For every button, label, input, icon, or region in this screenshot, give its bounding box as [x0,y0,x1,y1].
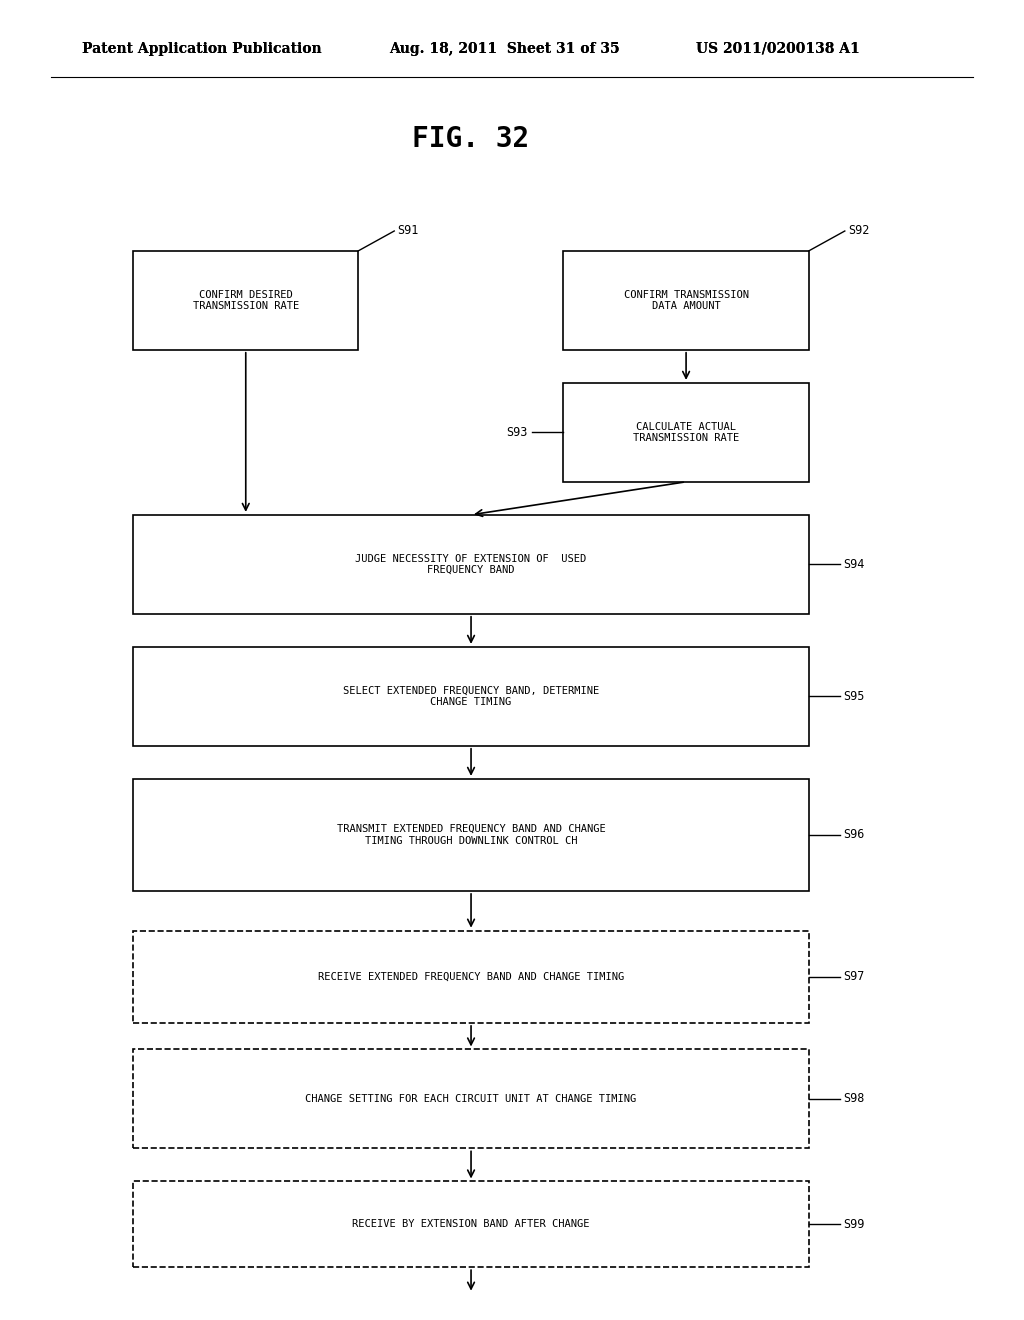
Text: S96: S96 [843,829,864,841]
Text: TRANSMIT EXTENDED FREQUENCY BAND AND CHANGE
TIMING THROUGH DOWNLINK CONTROL CH: TRANSMIT EXTENDED FREQUENCY BAND AND CHA… [337,824,605,846]
Text: S95: S95 [843,690,864,702]
Text: RECEIVE BY EXTENSION BAND AFTER CHANGE: RECEIVE BY EXTENSION BAND AFTER CHANGE [352,1220,590,1229]
Text: Aug. 18, 2011  Sheet 31 of 35: Aug. 18, 2011 Sheet 31 of 35 [389,42,620,55]
FancyBboxPatch shape [563,383,809,482]
Text: US 2011/0200138 A1: US 2011/0200138 A1 [696,42,860,55]
Text: Patent Application Publication: Patent Application Publication [82,42,322,55]
Text: Aug. 18, 2011  Sheet 31 of 35: Aug. 18, 2011 Sheet 31 of 35 [389,42,620,55]
Text: S94: S94 [843,558,864,570]
FancyBboxPatch shape [133,931,809,1023]
FancyBboxPatch shape [133,647,809,746]
Text: S92: S92 [848,224,869,238]
FancyBboxPatch shape [133,779,809,891]
FancyBboxPatch shape [563,251,809,350]
Text: JUDGE NECESSITY OF EXTENSION OF  USED
FREQUENCY BAND: JUDGE NECESSITY OF EXTENSION OF USED FRE… [355,553,587,576]
FancyBboxPatch shape [133,1049,809,1148]
Text: S98: S98 [843,1093,864,1105]
Text: US 2011/0200138 A1: US 2011/0200138 A1 [696,42,860,55]
Text: CHANGE SETTING FOR EACH CIRCUIT UNIT AT CHANGE TIMING: CHANGE SETTING FOR EACH CIRCUIT UNIT AT … [305,1094,637,1104]
Text: S99: S99 [843,1218,864,1230]
Text: SELECT EXTENDED FREQUENCY BAND, DETERMINE
CHANGE TIMING: SELECT EXTENDED FREQUENCY BAND, DETERMIN… [343,685,599,708]
FancyBboxPatch shape [133,251,358,350]
Text: RECEIVE EXTENDED FREQUENCY BAND AND CHANGE TIMING: RECEIVE EXTENDED FREQUENCY BAND AND CHAN… [317,972,625,982]
FancyBboxPatch shape [133,515,809,614]
Text: CONFIRM TRANSMISSION
DATA AMOUNT: CONFIRM TRANSMISSION DATA AMOUNT [624,289,749,312]
Text: Patent Application Publication: Patent Application Publication [82,42,322,55]
Text: CONFIRM DESIRED
TRANSMISSION RATE: CONFIRM DESIRED TRANSMISSION RATE [193,289,299,312]
Text: S97: S97 [843,970,864,983]
Text: S91: S91 [397,224,419,238]
FancyBboxPatch shape [133,1181,809,1267]
Text: S93: S93 [506,426,527,438]
Text: CALCULATE ACTUAL
TRANSMISSION RATE: CALCULATE ACTUAL TRANSMISSION RATE [633,421,739,444]
Text: FIG. 32: FIG. 32 [413,124,529,153]
